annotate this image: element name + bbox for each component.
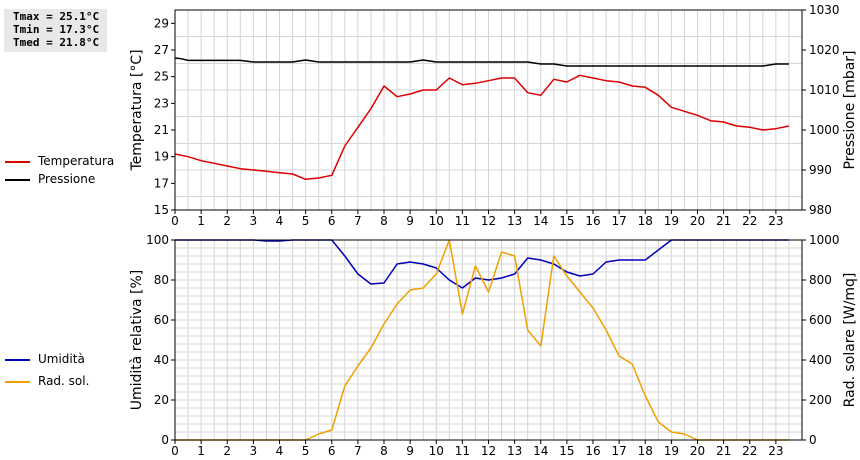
x-tick-label: 9: [406, 214, 414, 228]
x-tick-label: 14: [533, 444, 548, 458]
x-tick-label: 19: [664, 214, 679, 228]
y-tick-label-left: 29: [154, 16, 169, 30]
y-axis-title-left: Umidità relativa [%]: [129, 270, 145, 411]
x-tick-label: 20: [690, 214, 705, 228]
x-tick-label: 10: [429, 214, 444, 228]
x-tick-label: 6: [328, 444, 336, 458]
y-tick-label-left: 19: [154, 150, 169, 164]
y-axis-title-right: Rad. solare [W/mq]: [842, 273, 858, 408]
x-tick-label: 15: [559, 214, 574, 228]
x-tick-label: 16: [585, 444, 600, 458]
y-axis-title-left: Temperatura [°C]: [129, 49, 145, 171]
x-tick-label: 22: [742, 214, 757, 228]
stats-box: Tmax = 25.1°C Tmin = 17.3°C Tmed = 21.8°…: [4, 9, 107, 52]
series-line-pressione: [174, 57, 789, 67]
y-tick-label-left: 100: [146, 233, 169, 247]
x-tick-label: 13: [507, 214, 522, 228]
series-line-temperatura: [174, 74, 790, 181]
legend-swatch-pressione: [5, 179, 30, 181]
legend-label-radsol: Rad. sol.: [38, 374, 90, 388]
y-tick-label-right: 0: [809, 433, 817, 447]
x-tick-label: 0: [171, 214, 179, 228]
y-tick-label-left: 0: [161, 433, 169, 447]
x-tick-label: 23: [768, 214, 783, 228]
x-tick-label: 7: [354, 444, 362, 458]
legend-label-umidita: Umidità: [38, 352, 85, 366]
x-tick-label: 2: [223, 214, 231, 228]
stat-tmin: Tmin = 17.3°C: [13, 23, 100, 36]
y-tick-label-right: 1010: [809, 83, 840, 97]
legend-swatch-umidita: [5, 359, 30, 361]
x-tick-label: 10: [429, 444, 444, 458]
x-tick-label: 12: [481, 214, 496, 228]
x-tick-label: 7: [354, 214, 362, 228]
x-tick-label: 1: [197, 214, 205, 228]
x-tick-label: 21: [716, 214, 731, 228]
x-tick-label: 1: [197, 444, 205, 458]
y-tick-label-right: 1030: [809, 3, 840, 17]
legend-swatch-radsol: [5, 381, 30, 383]
x-tick-label: 0: [171, 444, 179, 458]
y-tick-label-right: 400: [809, 353, 832, 367]
x-tick-label: 18: [638, 444, 653, 458]
x-tick-label: 19: [664, 444, 679, 458]
y-tick-label-left: 21: [154, 123, 169, 137]
stat-tmed: Tmed = 21.8°C: [13, 36, 100, 49]
x-tick-label: 15: [559, 444, 574, 458]
x-tick-label: 20: [690, 444, 705, 458]
chart-panel-1: 0 1 2 3 4 5 6 7 8 9 10 11 12 13 14 15 16 17 18 19 20 21 22 2302…: [129, 233, 858, 458]
series-line-rad-sol: [175, 239, 789, 441]
y-tick-label-left: 20: [154, 393, 169, 407]
y-tick-label-right: 1020: [809, 43, 840, 57]
x-tick-label: 2: [223, 444, 231, 458]
x-tick-label: 6: [328, 214, 336, 228]
x-tick-label: 12: [481, 444, 496, 458]
y-tick-label-right: 200: [809, 393, 832, 407]
y-tick-label-left: 23: [154, 96, 169, 110]
y-tick-label-left: 40: [154, 353, 169, 367]
x-tick-label: 22: [742, 444, 757, 458]
y-tick-label-left: 60: [154, 313, 169, 327]
x-tick-label: 16: [585, 214, 600, 228]
y-tick-label-right: 990: [809, 163, 832, 177]
x-tick-label: 5: [302, 214, 310, 228]
y-tick-label-right: 980: [809, 203, 832, 217]
y-tick-label-right: 800: [809, 273, 832, 287]
x-tick-label: 4: [276, 444, 284, 458]
x-tick-label: 5: [302, 444, 310, 458]
x-tick-label: 8: [380, 214, 388, 228]
chart-panel-0: 0 1 2 3 4 5 6 7 8 9 10 11 12 13 14 15 16 17 18 19 20 21 22 2315…: [129, 3, 858, 228]
y-tick-label-left: 27: [154, 43, 169, 57]
x-tick-label: 3: [250, 444, 258, 458]
x-tick-label: 18: [638, 214, 653, 228]
y-tick-label-left: 80: [154, 273, 169, 287]
x-tick-label: 21: [716, 444, 731, 458]
x-tick-label: 8: [380, 444, 388, 458]
y-tick-label-left: 17: [154, 176, 169, 190]
x-tick-label: 17: [611, 214, 626, 228]
x-tick-label: 14: [533, 214, 548, 228]
x-tick-label: 17: [611, 444, 626, 458]
y-tick-label-left: 25: [154, 70, 169, 84]
legend-swatch-temperatura: [5, 161, 30, 163]
y-tick-label-right: 1000: [809, 233, 840, 247]
x-tick-label: 3: [250, 214, 258, 228]
y-tick-label-left: 15: [154, 203, 169, 217]
stat-tmax: Tmax = 25.1°C: [13, 10, 100, 23]
x-tick-label: 11: [455, 214, 470, 228]
y-tick-label-right: 1000: [809, 123, 840, 137]
x-tick-label: 13: [507, 444, 522, 458]
legend-label-pressione: Pressione: [38, 172, 96, 186]
x-tick-label: 11: [455, 444, 470, 458]
y-tick-label-right: 600: [809, 313, 832, 327]
legend-label-temperatura: Temperatura: [38, 154, 115, 168]
x-tick-label: 23: [768, 444, 783, 458]
y-axis-title-right: Pressione [mbar]: [842, 50, 858, 169]
x-tick-label: 9: [406, 444, 414, 458]
x-tick-label: 4: [276, 214, 284, 228]
